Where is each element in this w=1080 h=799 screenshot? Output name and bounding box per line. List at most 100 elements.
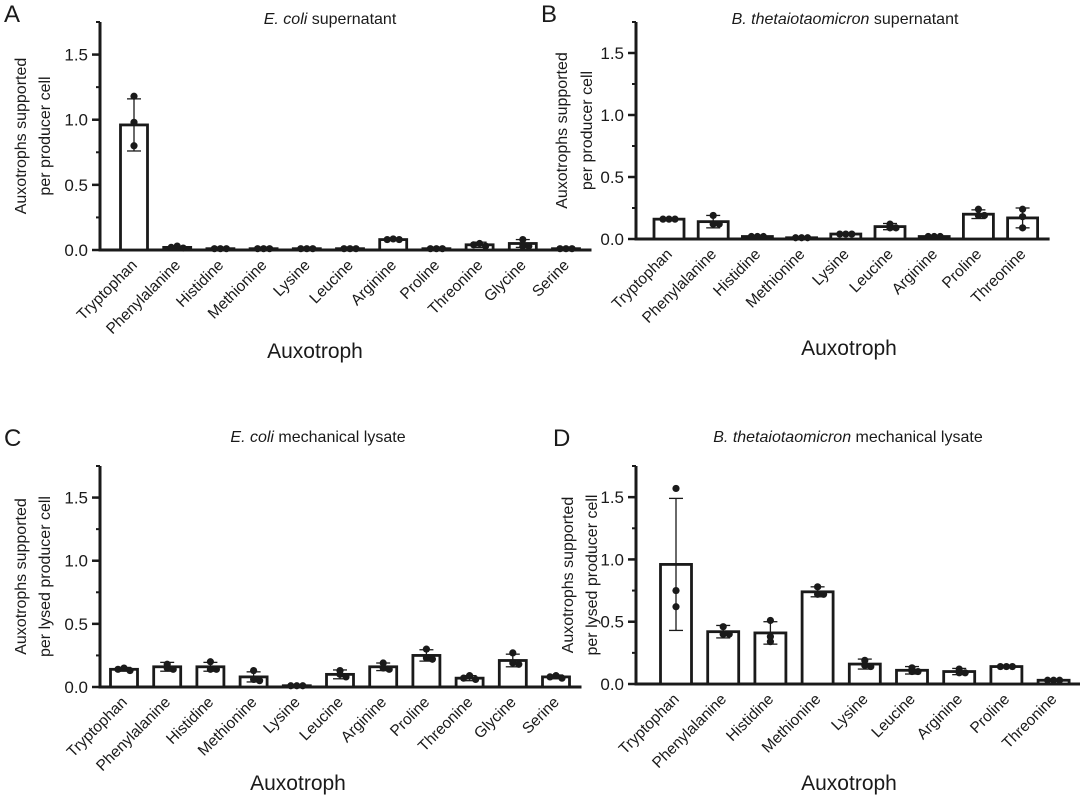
y-tick-label: 0.0	[64, 241, 88, 260]
data-point-lysine	[848, 230, 856, 238]
bar-tryptophan	[119, 123, 149, 252]
data-point-histidine	[206, 665, 214, 673]
x-tick-label-arginine: Arginine	[338, 694, 390, 746]
panel-b: B B. thetaiotaomicron supernatant Auxotrop…	[541, 1, 1050, 360]
data-point-phenylalanine	[163, 664, 171, 672]
data-point-methionine	[250, 675, 258, 684]
data-point-proline	[422, 654, 430, 662]
data-point-histidine	[210, 245, 218, 253]
data-point-threonine	[476, 239, 484, 248]
data-point-methionine	[814, 590, 822, 598]
data-point-arginine	[961, 669, 969, 677]
title-species: E. coli	[264, 11, 308, 28]
data-point-lysine	[293, 682, 301, 690]
panel-title: B. thetaiotaomicron supernatant	[732, 11, 959, 28]
y-axis-label: Auxotrophs supported	[554, 52, 571, 209]
data-point-lysine	[836, 230, 844, 238]
data-point-lysine	[861, 656, 869, 664]
title-rest: mechanical lysate	[274, 429, 406, 446]
data-point-glycine	[519, 242, 527, 250]
data-point-threonine	[1050, 676, 1058, 684]
data-point-proline	[426, 245, 434, 253]
x-tick-label-proline: Proline	[967, 691, 1013, 737]
data-point-serine	[562, 245, 570, 253]
data-point-tryptophan	[672, 603, 680, 611]
data-point-methionine	[254, 245, 262, 253]
data-point-methionine	[814, 583, 822, 591]
data-point-leucine	[340, 245, 348, 253]
y-tick-label: 0.5	[600, 168, 624, 187]
title-species: B. thetaiotaomicron	[713, 429, 851, 446]
data-point-serine	[558, 674, 566, 682]
panel-label: D	[553, 425, 570, 452]
data-point-lysine	[309, 245, 317, 253]
y-axis-label: per producer cell	[579, 71, 596, 190]
bar-phenylalanine	[706, 630, 741, 686]
data-point-glycine	[519, 235, 527, 244]
x-tick-label-serine: Serine	[529, 257, 573, 301]
data-point-methionine	[804, 234, 812, 242]
x-axis-label: Auxotroph	[801, 772, 897, 795]
data-point-proline	[438, 245, 446, 253]
data-point-methionine	[256, 677, 264, 685]
data-point-threonine	[1019, 213, 1027, 221]
data-point-proline	[422, 645, 430, 653]
data-point-phenylalanine	[709, 220, 717, 228]
data-point-phenylalanine	[719, 630, 727, 638]
x-tick-label-arginine: Arginine	[348, 257, 400, 309]
panel-title: B. thetaiotaomicron mechanical lysate	[713, 429, 983, 446]
x-tick-label-arginine: Arginine	[889, 246, 941, 298]
data-point-arginine	[385, 665, 393, 673]
y-tick-label: 1.0	[600, 106, 624, 125]
panel-label: B	[541, 1, 557, 28]
x-tick-label-leucine: Leucine	[868, 691, 918, 741]
data-point-threonine	[482, 242, 490, 250]
data-point-histidine	[759, 232, 768, 241]
data-point-histidine	[753, 232, 762, 241]
bar-methionine	[800, 590, 835, 686]
data-point-tryptophan	[130, 142, 138, 150]
data-point-threonine	[1019, 205, 1027, 213]
y-tick-label: 0.5	[600, 613, 624, 632]
data-point-methionine	[820, 590, 828, 598]
data-point-arginine	[924, 232, 932, 241]
data-point-lysine	[861, 661, 869, 669]
data-point-tryptophan	[120, 664, 128, 672]
x-tick-label-glycine: Glycine	[481, 257, 530, 306]
y-axis-label: Auxotrophs supported	[13, 58, 30, 215]
data-point-threonine	[1019, 224, 1027, 232]
y-tick-label: 1.5	[64, 489, 88, 508]
data-point-arginine	[930, 232, 938, 241]
y-tick-label: 0.5	[64, 176, 88, 195]
data-point-threonine	[1044, 676, 1052, 684]
data-point-arginine	[379, 664, 387, 672]
data-point-leucine	[342, 673, 350, 681]
data-point-proline	[428, 655, 436, 663]
data-point-glycine	[509, 659, 517, 667]
data-point-proline	[980, 211, 989, 220]
panel-label: C	[4, 425, 21, 452]
data-point-leucine	[352, 245, 360, 253]
y-tick-label: 0.5	[64, 615, 88, 634]
x-tick-label-serine: Serine	[519, 694, 563, 738]
data-point-histidine	[216, 245, 224, 253]
data-point-phenylalanine	[169, 665, 177, 673]
y-tick-label: 1.0	[64, 552, 88, 571]
data-point-methionine	[798, 234, 806, 242]
data-point-leucine	[346, 245, 354, 253]
data-point-arginine	[389, 235, 397, 243]
data-point-proline	[974, 211, 983, 220]
data-point-tryptophan	[130, 118, 138, 126]
y-tick-label: 1.5	[600, 44, 624, 63]
data-point-arginine	[955, 669, 963, 677]
data-point-proline	[1008, 662, 1017, 671]
data-point-arginine	[936, 232, 944, 241]
y-tick-label: 1.0	[600, 550, 624, 569]
data-point-arginine	[379, 659, 387, 667]
y-axis-label: Auxotrophs supported	[13, 498, 30, 655]
y-axis-label: per lysed producer cell	[37, 496, 54, 657]
data-point-leucine	[336, 670, 344, 678]
y-tick-label: 1.5	[600, 488, 624, 507]
x-tick-label-phenylalanine: Phenylalanine	[93, 694, 174, 775]
